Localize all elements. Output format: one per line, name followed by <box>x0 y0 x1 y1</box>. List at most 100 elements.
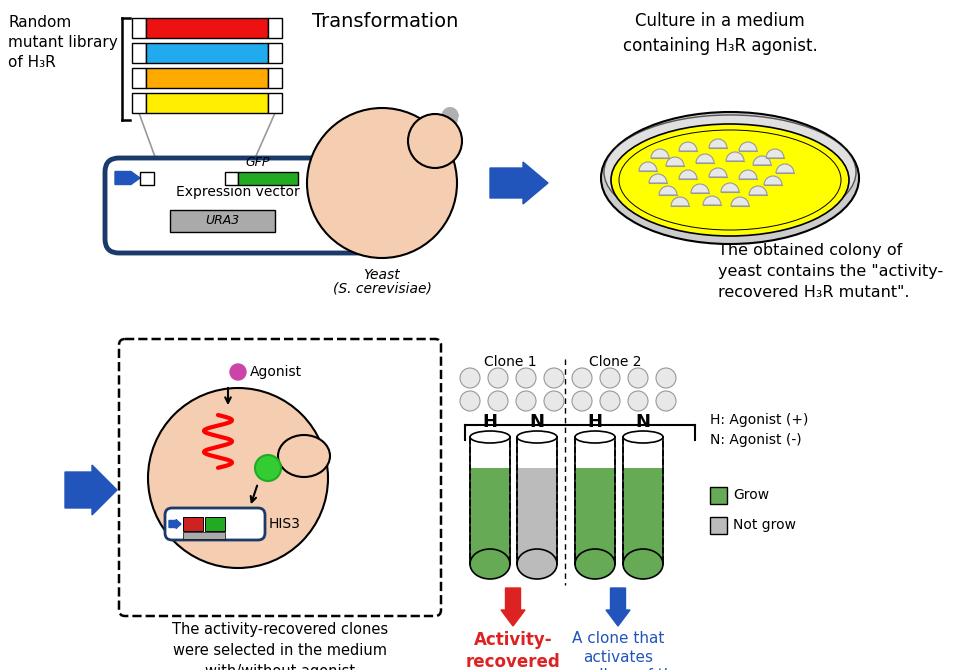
Text: Expression vector: Expression vector <box>176 185 300 199</box>
FancyArrow shape <box>501 588 525 626</box>
Text: A clone that
activates
regardless of the
agonist.: A clone that activates regardless of the… <box>553 631 683 670</box>
Bar <box>710 517 727 534</box>
Text: Not grow: Not grow <box>733 518 796 532</box>
Wedge shape <box>766 149 784 158</box>
Text: H: Agonist (+): H: Agonist (+) <box>710 413 808 427</box>
Circle shape <box>544 391 564 411</box>
Bar <box>205 517 225 531</box>
Bar <box>575 437 615 564</box>
Ellipse shape <box>517 549 557 579</box>
Circle shape <box>544 368 564 388</box>
Circle shape <box>628 391 648 411</box>
Bar <box>471 468 509 564</box>
Circle shape <box>600 368 620 388</box>
Bar <box>225 172 238 185</box>
Text: Clone 1: Clone 1 <box>484 355 537 369</box>
Text: N: N <box>530 413 544 431</box>
Wedge shape <box>709 168 727 177</box>
Text: URA3: URA3 <box>204 214 239 228</box>
Wedge shape <box>739 170 757 179</box>
FancyArrow shape <box>169 519 181 529</box>
Wedge shape <box>649 174 667 183</box>
Ellipse shape <box>575 549 615 579</box>
Bar <box>146 93 268 113</box>
Wedge shape <box>721 183 739 192</box>
Wedge shape <box>753 156 771 165</box>
Circle shape <box>572 368 592 388</box>
Bar <box>268 68 282 88</box>
Bar <box>170 210 275 232</box>
Bar <box>623 437 663 564</box>
Wedge shape <box>651 149 669 158</box>
Wedge shape <box>739 142 757 151</box>
Bar <box>624 468 662 564</box>
Ellipse shape <box>619 130 841 230</box>
Wedge shape <box>691 184 709 193</box>
Circle shape <box>408 114 462 168</box>
Ellipse shape <box>575 431 615 443</box>
Ellipse shape <box>604 115 856 229</box>
Ellipse shape <box>611 124 849 236</box>
Wedge shape <box>679 142 697 151</box>
Text: H: H <box>483 413 497 431</box>
Circle shape <box>230 364 246 380</box>
Wedge shape <box>639 162 657 171</box>
Bar <box>132 18 146 38</box>
Circle shape <box>255 455 281 481</box>
Ellipse shape <box>623 431 663 443</box>
Text: Grow: Grow <box>733 488 769 502</box>
Circle shape <box>516 391 536 411</box>
Text: Yeast: Yeast <box>364 268 400 282</box>
Bar <box>268 18 282 38</box>
Wedge shape <box>709 139 727 148</box>
Circle shape <box>572 391 592 411</box>
Bar <box>470 437 510 564</box>
Wedge shape <box>764 176 782 185</box>
Wedge shape <box>671 197 689 206</box>
Text: HIS3: HIS3 <box>269 517 300 531</box>
Circle shape <box>307 108 457 258</box>
Circle shape <box>628 368 648 388</box>
FancyArrow shape <box>490 162 548 204</box>
Bar <box>710 487 727 504</box>
Wedge shape <box>679 170 697 179</box>
Circle shape <box>656 391 676 411</box>
FancyArrow shape <box>65 465 117 515</box>
Circle shape <box>148 388 328 568</box>
Bar <box>132 68 146 88</box>
Ellipse shape <box>623 549 663 579</box>
Text: N: Agonist (-): N: Agonist (-) <box>710 433 802 447</box>
Wedge shape <box>659 186 677 195</box>
Bar <box>518 468 556 564</box>
Text: Culture in a medium
containing H₃R agonist.: Culture in a medium containing H₃R agoni… <box>623 12 817 55</box>
Text: GFP: GFP <box>246 156 270 169</box>
FancyBboxPatch shape <box>105 158 370 253</box>
FancyArrow shape <box>606 588 630 626</box>
Text: Random
mutant library
of H₃R: Random mutant library of H₃R <box>8 15 118 70</box>
Bar <box>183 517 203 531</box>
Bar <box>140 172 154 185</box>
Circle shape <box>488 368 508 388</box>
Wedge shape <box>696 154 714 163</box>
FancyBboxPatch shape <box>119 339 441 616</box>
Wedge shape <box>666 157 684 166</box>
Wedge shape <box>749 186 767 195</box>
Wedge shape <box>731 197 749 206</box>
Ellipse shape <box>517 431 557 443</box>
Bar <box>576 468 614 564</box>
Bar <box>146 18 268 38</box>
Bar <box>183 532 225 539</box>
Text: Transformation: Transformation <box>312 12 458 31</box>
Ellipse shape <box>470 431 510 443</box>
Bar <box>146 68 268 88</box>
Bar <box>146 43 268 63</box>
Bar <box>268 93 282 113</box>
Text: Clone 2: Clone 2 <box>588 355 641 369</box>
Text: N: N <box>636 413 651 431</box>
Text: Activity-
recovered
clone: Activity- recovered clone <box>466 631 561 670</box>
Text: The activity-recovered clones
were selected in the medium
with/without agonist: The activity-recovered clones were selec… <box>172 622 388 670</box>
Circle shape <box>516 368 536 388</box>
Circle shape <box>488 391 508 411</box>
Text: The obtained colony of
yeast contains the "activity-
recovered H₃R mutant".: The obtained colony of yeast contains th… <box>718 243 944 300</box>
Circle shape <box>460 391 480 411</box>
